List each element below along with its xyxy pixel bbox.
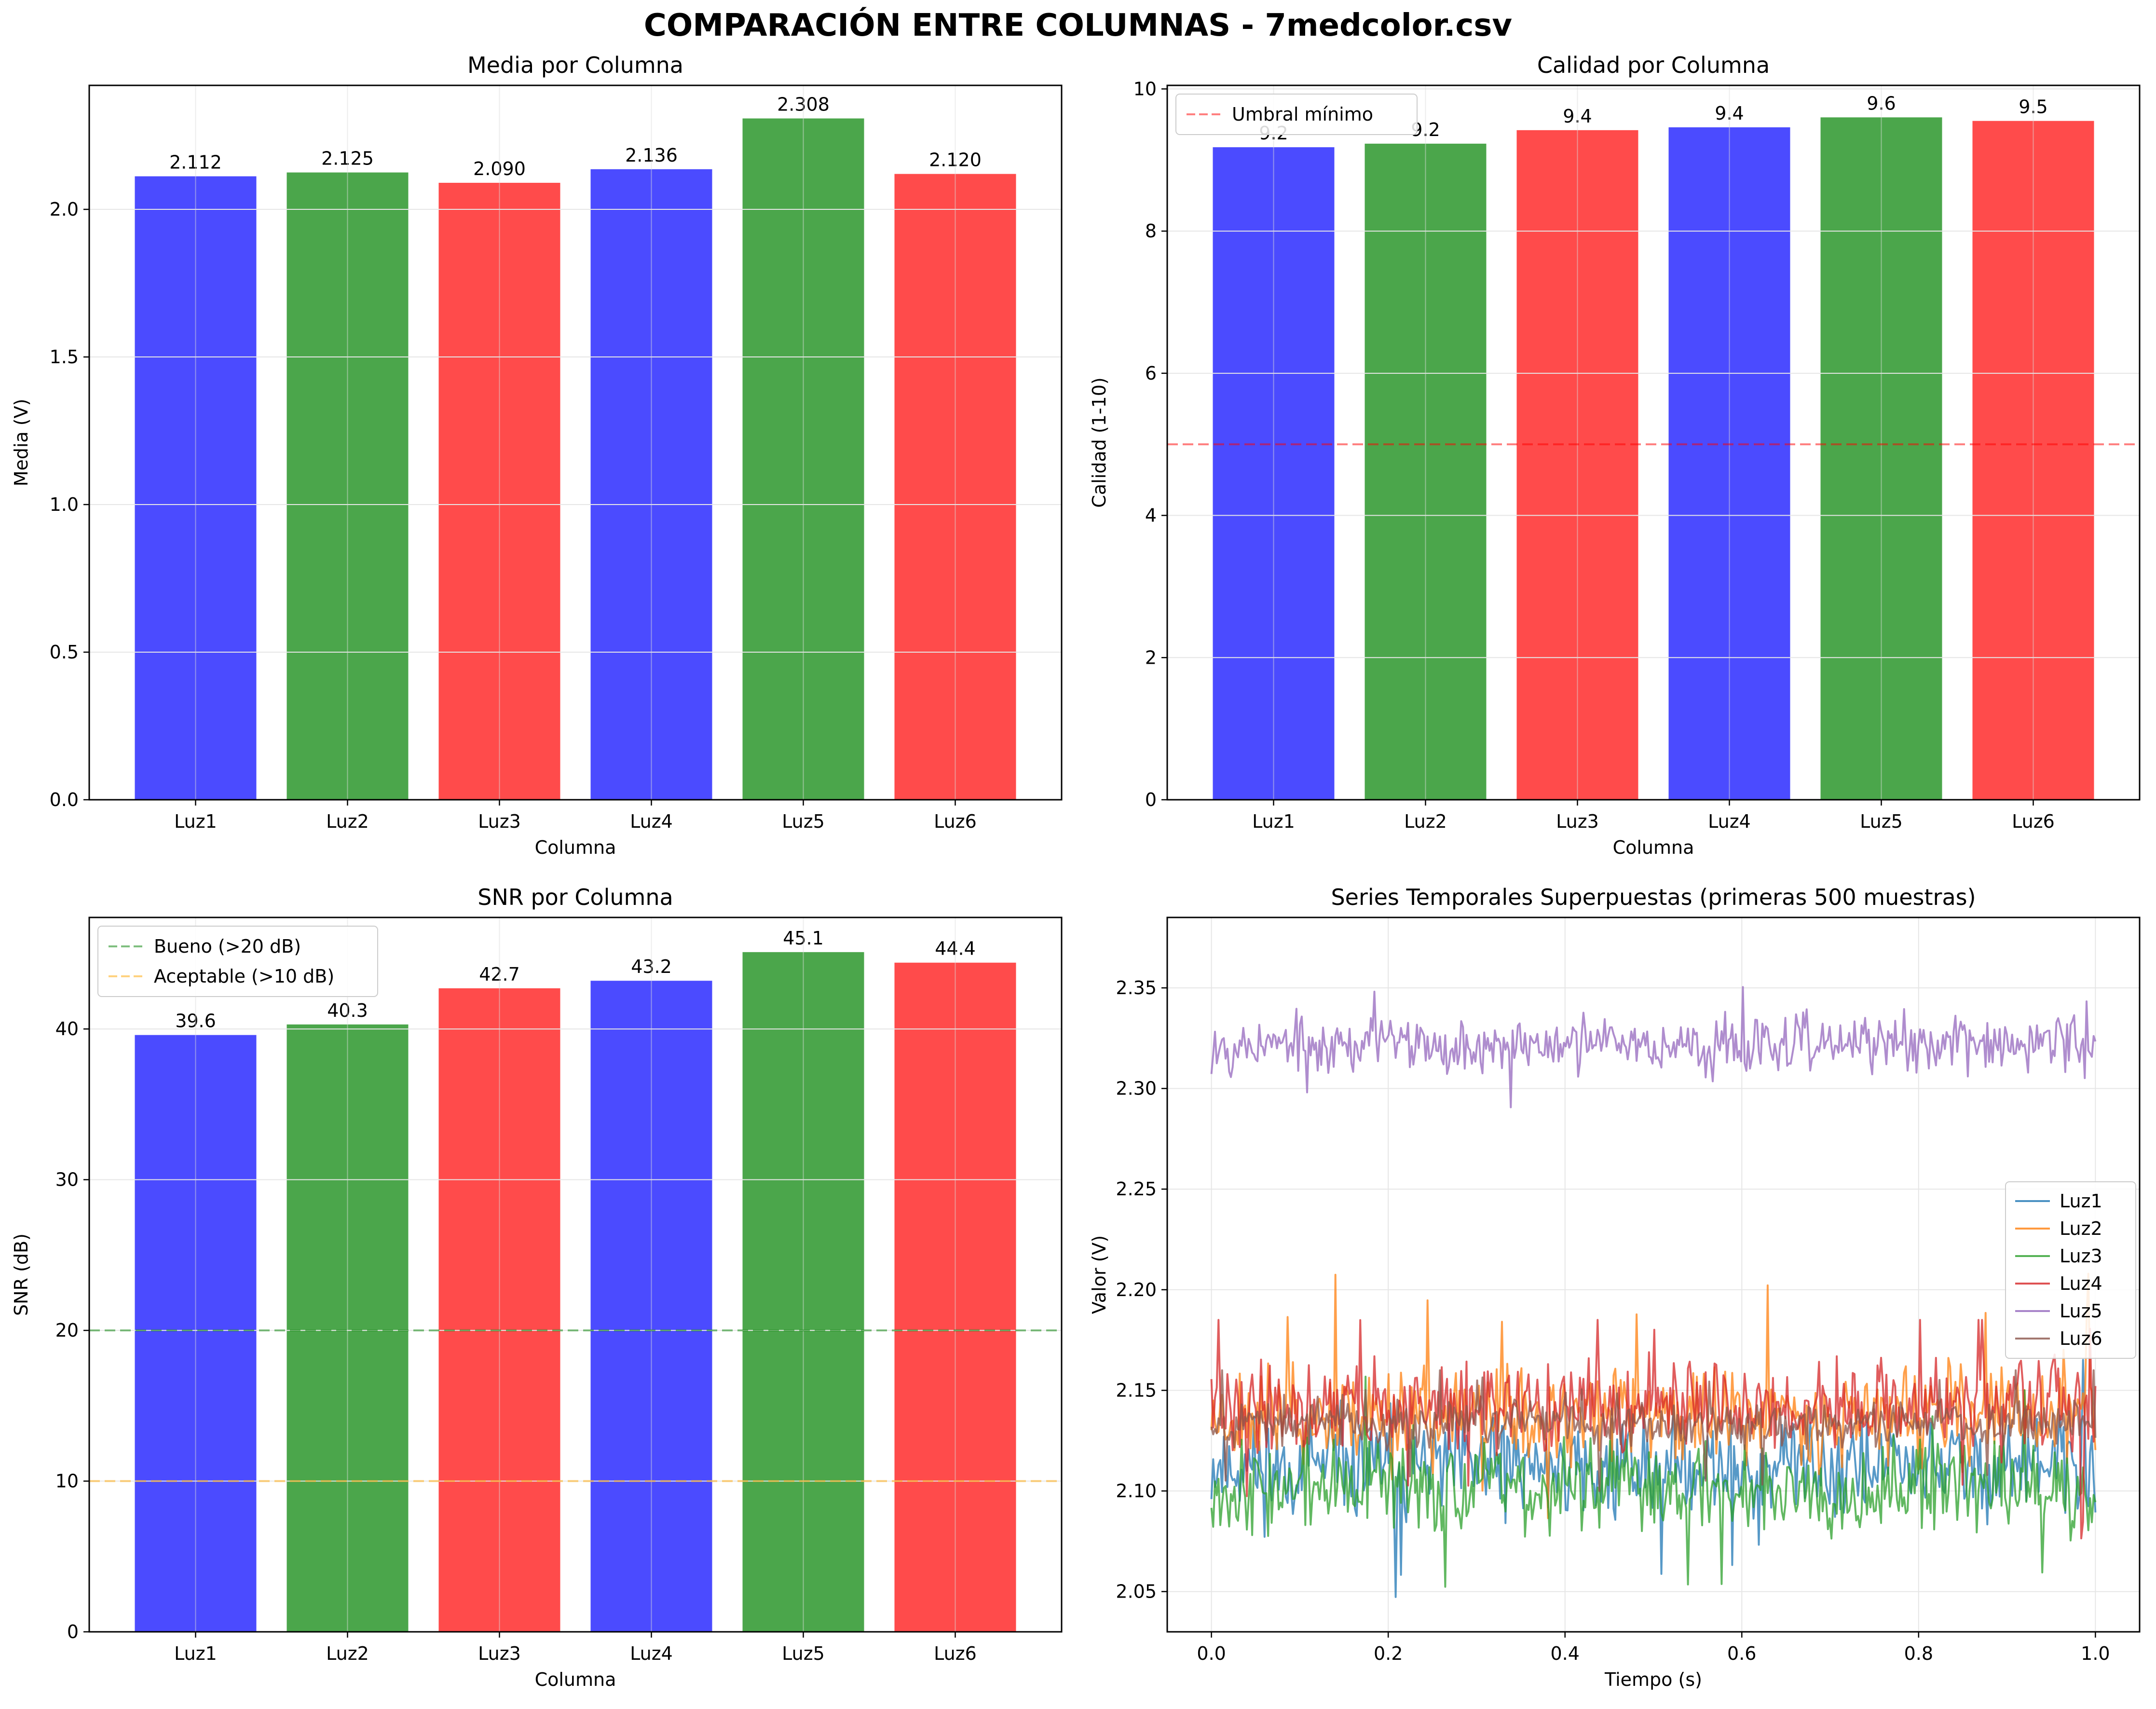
series-line-luz3 xyxy=(1210,1376,2097,1588)
x-tick-label: Luz1 xyxy=(1252,811,1295,832)
x-tick-label: 0.6 xyxy=(1727,1643,1756,1664)
x-tick-label: Luz2 xyxy=(326,811,369,832)
y-axis-label: Valor (V) xyxy=(1089,1235,1110,1314)
axes-frame xyxy=(88,84,1063,801)
y-tick-label: 6 xyxy=(1145,363,1157,384)
x-tick-label: Luz3 xyxy=(1556,811,1599,832)
y-tick-label: 1.0 xyxy=(50,494,79,515)
x-tick-label: Luz6 xyxy=(934,811,977,832)
y-tick-label: 1.5 xyxy=(50,346,79,368)
legend-label: Bueno (>20 dB) xyxy=(154,936,301,957)
y-tick-label: 2.05 xyxy=(1116,1581,1157,1602)
x-tick-label: 1.0 xyxy=(2081,1643,2110,1664)
x-tick-label: Luz3 xyxy=(478,811,521,832)
x-tick-label: Luz5 xyxy=(1860,811,1903,832)
legend: Bueno (>20 dB) Aceptable (>10 dB) xyxy=(97,926,378,997)
y-axis-label: SNR (dB) xyxy=(11,1233,32,1316)
x-axis-label: Columna xyxy=(535,1669,616,1690)
x-tick-label: Luz4 xyxy=(1708,811,1751,832)
y-tick-label: 40 xyxy=(55,1018,79,1039)
y-tick-label: 2.10 xyxy=(1116,1480,1157,1502)
series-line-luz2 xyxy=(1210,1272,2097,1519)
y-axis-label: Media (V) xyxy=(11,399,32,487)
figure-title: COMPARACIÓN ENTRE COLUMNAS - 7medcolor.c… xyxy=(644,7,1512,43)
x-tick-label: 0.4 xyxy=(1551,1643,1580,1664)
legend-label: Luz1 xyxy=(2060,1190,2102,1212)
legend-box xyxy=(1175,94,1418,135)
calidad-panel: Calidad por Columna Columna Calidad (1-10)… xyxy=(1089,52,2141,858)
y-tick-label: 0.5 xyxy=(50,642,79,663)
x-axis-label: Tiempo (s) xyxy=(1604,1669,1702,1690)
axes-frame xyxy=(88,916,1063,1633)
x-tick-label: Luz1 xyxy=(174,1643,217,1664)
legend-label: Luz2 xyxy=(2060,1218,2102,1239)
x-tick-label: Luz6 xyxy=(934,1643,977,1664)
series-lines xyxy=(1210,986,2097,1598)
axes-frame xyxy=(1166,916,2141,1633)
y-tick-label: 2.30 xyxy=(1116,1078,1157,1099)
legend-label: Luz6 xyxy=(2060,1328,2102,1349)
y-tick-label: 2.0 xyxy=(50,199,79,220)
x-tick-label: 0.2 xyxy=(1374,1643,1403,1664)
legend-label: Luz3 xyxy=(2060,1245,2102,1267)
series-line-luz5 xyxy=(1210,986,2097,1108)
axes-frame xyxy=(1166,84,2141,801)
panel-title: Calidad por Columna xyxy=(1537,52,1770,78)
y-axis-label: Calidad (1-10) xyxy=(1089,377,1110,507)
x-axis-label: Columna xyxy=(1613,837,1694,858)
y-tick-label: 20 xyxy=(55,1320,79,1341)
legend-box xyxy=(2005,1181,2136,1359)
y-tick-label: 8 xyxy=(1145,220,1157,242)
x-axis-label: Columna xyxy=(535,837,616,858)
y-tick-label: 10 xyxy=(1133,78,1157,99)
panel-title: SNR por Columna xyxy=(478,884,673,910)
y-tick-label: 2.25 xyxy=(1116,1178,1157,1200)
series-panel: Series Temporales Superpuestas (primeras… xyxy=(1089,884,2141,1690)
y-tick-label: 2.20 xyxy=(1116,1279,1157,1300)
x-tick-label: Luz6 xyxy=(2012,811,2055,832)
x-tick-label: Luz4 xyxy=(630,1643,673,1664)
legend: Luz1 Luz2 Luz3 Luz4 Luz5 Luz6 xyxy=(2005,1181,2136,1359)
x-tick-label: 0.8 xyxy=(1904,1643,1933,1664)
legend-label: Luz4 xyxy=(2060,1273,2102,1294)
panel-title: Series Temporales Superpuestas (primeras… xyxy=(1331,884,1976,910)
y-tick-label: 0.0 xyxy=(50,789,79,810)
x-tick-label: Luz4 xyxy=(630,811,673,832)
x-tick-label: Luz5 xyxy=(782,1643,825,1664)
x-tick-label: Luz2 xyxy=(326,1643,369,1664)
y-tick-label: 4 xyxy=(1145,505,1157,526)
x-tick-label: Luz5 xyxy=(782,811,825,832)
y-tick-label: 0 xyxy=(1145,789,1157,810)
panel-title: Media por Columna xyxy=(467,52,683,78)
x-tick-label: Luz3 xyxy=(478,1643,521,1664)
y-tick-label: 30 xyxy=(55,1169,79,1190)
y-tick-label: 0 xyxy=(67,1621,79,1642)
legend-label: Aceptable (>10 dB) xyxy=(154,966,334,987)
y-tick-label: 2.15 xyxy=(1116,1380,1157,1401)
legend-label: Luz5 xyxy=(2060,1300,2102,1322)
series-line-luz6 xyxy=(1210,1369,2097,1492)
x-tick-label: 0.0 xyxy=(1197,1643,1226,1664)
legend-label: Umbral mínimo xyxy=(1232,104,1373,125)
y-tick-label: 2.35 xyxy=(1116,977,1157,998)
y-tick-label: 2 xyxy=(1145,647,1157,668)
legend-box xyxy=(97,926,378,997)
legend: Umbral mínimo xyxy=(1175,94,1418,135)
x-tick-label: Luz2 xyxy=(1404,811,1447,832)
y-tick-label: 10 xyxy=(55,1471,79,1492)
x-tick-label: Luz1 xyxy=(174,811,217,832)
